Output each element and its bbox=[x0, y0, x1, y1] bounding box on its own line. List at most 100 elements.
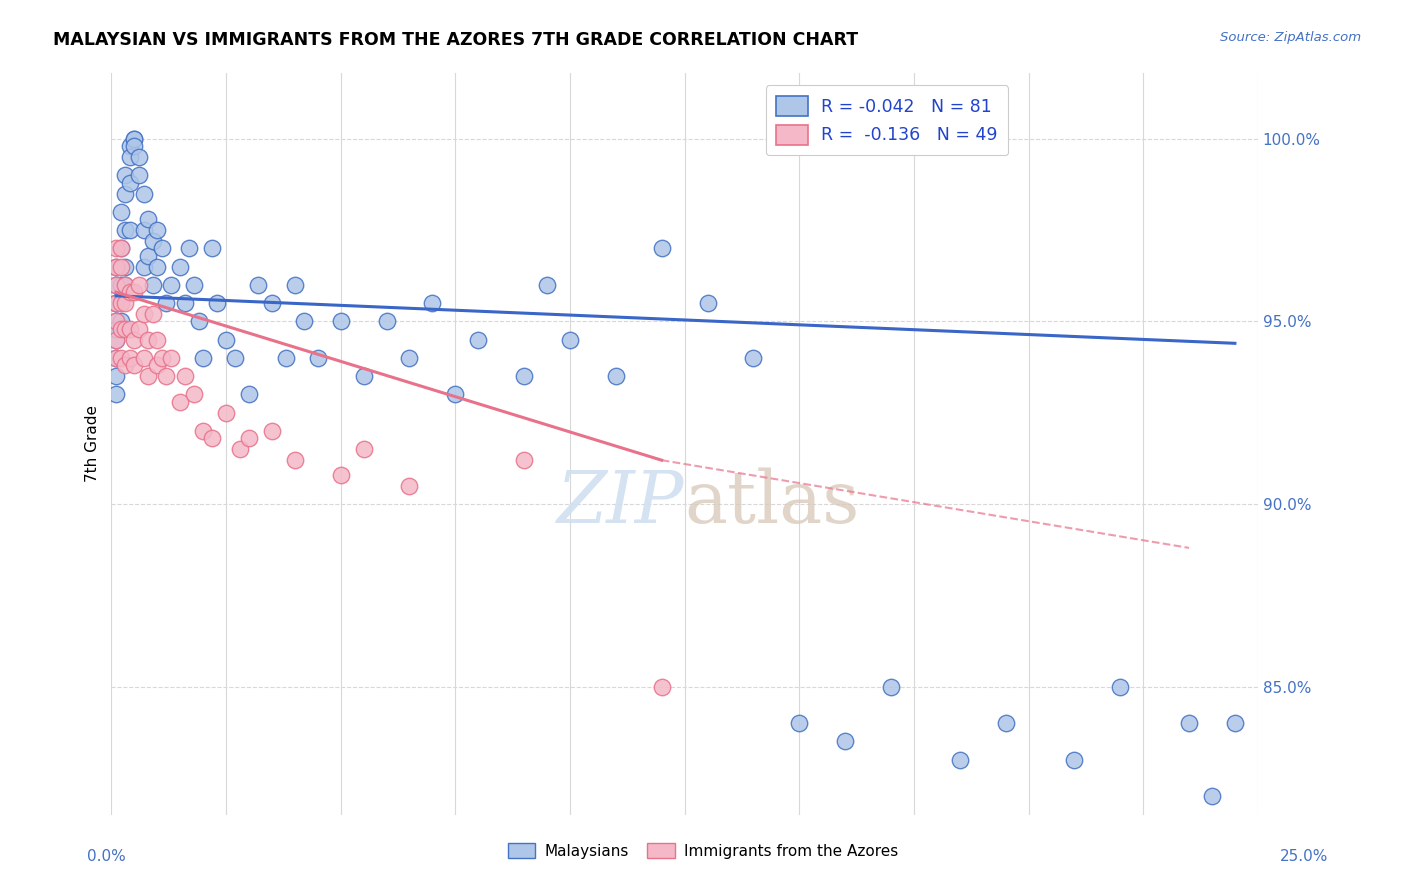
Point bbox=[114, 223, 136, 237]
Point bbox=[880, 680, 903, 694]
Point bbox=[558, 333, 581, 347]
Point bbox=[215, 406, 238, 420]
Point bbox=[105, 296, 128, 310]
Point bbox=[949, 753, 972, 767]
Point bbox=[224, 351, 246, 365]
Point bbox=[114, 186, 136, 201]
Point bbox=[274, 351, 297, 365]
Point bbox=[118, 176, 141, 190]
Point bbox=[238, 431, 260, 445]
Point bbox=[260, 424, 283, 438]
Point bbox=[742, 351, 765, 365]
Point bbox=[118, 223, 141, 237]
Point bbox=[142, 277, 165, 292]
Point bbox=[105, 260, 128, 274]
Text: Source: ZipAtlas.com: Source: ZipAtlas.com bbox=[1220, 31, 1361, 45]
Point bbox=[422, 296, 444, 310]
Point bbox=[191, 424, 214, 438]
Point bbox=[136, 249, 159, 263]
Point bbox=[146, 260, 169, 274]
Point bbox=[114, 277, 136, 292]
Point bbox=[160, 351, 183, 365]
Point bbox=[169, 260, 191, 274]
Point bbox=[292, 314, 315, 328]
Point bbox=[651, 680, 673, 694]
Point bbox=[247, 277, 270, 292]
Point bbox=[124, 285, 146, 300]
Point bbox=[238, 387, 260, 401]
Text: 25.0%: 25.0% bbox=[1281, 849, 1329, 864]
Point bbox=[375, 314, 398, 328]
Point bbox=[118, 285, 141, 300]
Point bbox=[132, 307, 155, 321]
Point bbox=[1109, 680, 1132, 694]
Point bbox=[353, 442, 375, 457]
Point bbox=[136, 212, 159, 227]
Point bbox=[146, 333, 169, 347]
Point bbox=[191, 351, 214, 365]
Text: 0.0%: 0.0% bbox=[87, 849, 127, 864]
Point bbox=[128, 277, 150, 292]
Point bbox=[110, 204, 132, 219]
Point bbox=[513, 453, 536, 467]
Point bbox=[124, 132, 146, 146]
Point bbox=[118, 150, 141, 164]
Point bbox=[110, 296, 132, 310]
Point bbox=[114, 321, 136, 335]
Point bbox=[173, 296, 195, 310]
Point bbox=[105, 241, 128, 255]
Point bbox=[105, 333, 128, 347]
Point bbox=[284, 453, 307, 467]
Legend: R = -0.042   N = 81, R =  -0.136   N = 49: R = -0.042 N = 81, R = -0.136 N = 49 bbox=[766, 86, 1008, 155]
Point bbox=[173, 369, 195, 384]
Point bbox=[834, 734, 856, 748]
Point bbox=[110, 241, 132, 255]
Point bbox=[467, 333, 489, 347]
Point bbox=[124, 139, 146, 153]
Point bbox=[128, 321, 150, 335]
Point bbox=[110, 241, 132, 255]
Text: MALAYSIAN VS IMMIGRANTS FROM THE AZORES 7TH GRADE CORRELATION CHART: MALAYSIAN VS IMMIGRANTS FROM THE AZORES … bbox=[53, 31, 859, 49]
Point bbox=[201, 431, 224, 445]
Point bbox=[307, 351, 329, 365]
Point bbox=[1178, 716, 1201, 731]
Point bbox=[183, 387, 205, 401]
Point bbox=[124, 333, 146, 347]
Point bbox=[183, 277, 205, 292]
Point bbox=[105, 314, 128, 328]
Point bbox=[136, 369, 159, 384]
Point bbox=[142, 234, 165, 248]
Point bbox=[118, 351, 141, 365]
Point bbox=[605, 369, 627, 384]
Point bbox=[179, 241, 201, 255]
Point bbox=[114, 358, 136, 372]
Point bbox=[205, 296, 228, 310]
Point bbox=[155, 296, 177, 310]
Point bbox=[284, 277, 307, 292]
Point bbox=[201, 241, 224, 255]
Point bbox=[444, 387, 467, 401]
Point bbox=[114, 277, 136, 292]
Point bbox=[1223, 716, 1246, 731]
Point bbox=[110, 321, 132, 335]
Point bbox=[132, 223, 155, 237]
Point bbox=[118, 139, 141, 153]
Point bbox=[105, 314, 128, 328]
Text: ZIP: ZIP bbox=[557, 467, 685, 539]
Point bbox=[132, 186, 155, 201]
Point bbox=[994, 716, 1017, 731]
Point bbox=[329, 467, 352, 482]
Point bbox=[118, 321, 141, 335]
Point bbox=[124, 132, 146, 146]
Point bbox=[114, 296, 136, 310]
Point bbox=[132, 351, 155, 365]
Point bbox=[169, 394, 191, 409]
Point bbox=[114, 168, 136, 182]
Point bbox=[142, 307, 165, 321]
Point bbox=[105, 321, 128, 335]
Point bbox=[513, 369, 536, 384]
Point bbox=[105, 296, 128, 310]
Point bbox=[398, 351, 420, 365]
Point bbox=[110, 260, 132, 274]
Point bbox=[146, 223, 169, 237]
